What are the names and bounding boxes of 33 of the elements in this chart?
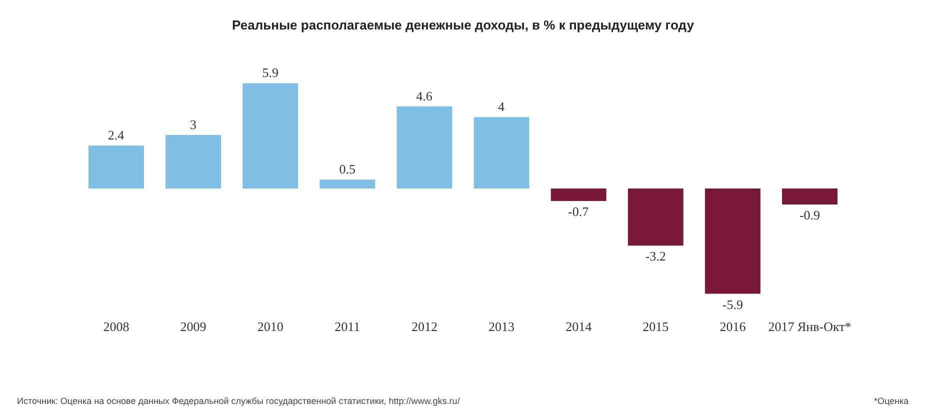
data-label: 4.6 <box>416 88 433 104</box>
data-label: -3.2 <box>645 248 666 264</box>
bar <box>550 188 606 201</box>
bar <box>782 188 838 205</box>
text: *Оценка <box>874 396 909 406</box>
bar <box>396 106 452 188</box>
x-tick-label: 2009 <box>180 319 206 334</box>
x-tick-label: 2011 <box>334 319 360 334</box>
data-label: 5.9 <box>262 65 278 80</box>
bar <box>628 188 684 246</box>
x-tick-label: 2008 <box>103 319 130 334</box>
bar <box>320 180 376 188</box>
text: Источник: Оценка на основе данных Федеральной службы государственной статистики, http://www.gks.ru/ <box>17 396 460 406</box>
bar <box>474 117 530 188</box>
x-tick-label: 2013 <box>488 319 515 334</box>
x-tick-label: 2014 <box>566 319 592 334</box>
x-tick-label: 2012 <box>411 319 438 334</box>
x-tick-label: 2010 <box>257 319 284 334</box>
x-tick-label: 2016 <box>720 319 746 334</box>
bar <box>704 188 760 294</box>
data-label: 2.4 <box>108 128 125 143</box>
bar <box>166 134 222 188</box>
x-tick-label: 2015 <box>642 319 669 334</box>
data-label: -0.9 <box>799 208 820 223</box>
data-label: 4 <box>498 99 506 114</box>
data-label: 0.5 <box>339 162 356 177</box>
bar <box>88 146 144 188</box>
x-tick-label: 2017 Янв-Окт* <box>768 319 852 334</box>
data-label: 3 <box>190 116 197 132</box>
chart-title: Реальные располагаемые денежные доходы, в % к предыдущему году <box>232 18 695 33</box>
data-label: -5.9 <box>722 296 743 312</box>
bar <box>242 83 298 188</box>
data-label: -0.7 <box>568 204 590 219</box>
